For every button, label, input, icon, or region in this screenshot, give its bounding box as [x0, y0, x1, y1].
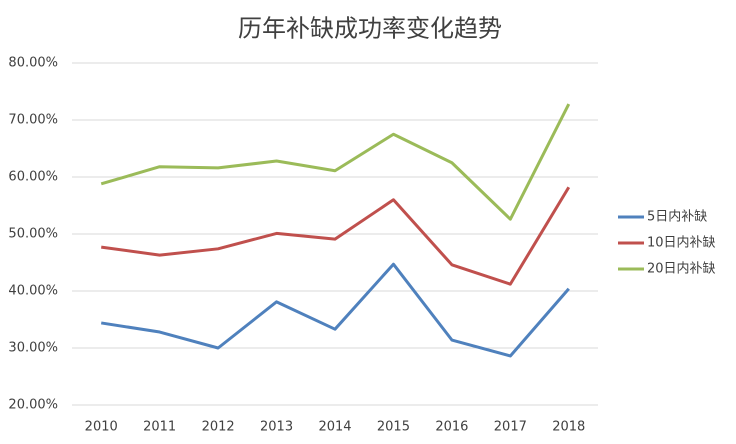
y-tick-label: 40.00% — [8, 284, 58, 299]
x-tick-label: 2013 — [260, 420, 293, 435]
x-tick-label: 2018 — [552, 420, 585, 435]
x-tick-label: 2010 — [85, 420, 118, 435]
y-tick-label: 20.00% — [8, 398, 58, 413]
x-tick-label: 2017 — [494, 420, 527, 435]
x-tick-label: 2011 — [143, 420, 176, 435]
x-tick-label: 2016 — [435, 420, 468, 435]
legend-label: 5日内补缺 — [647, 209, 707, 225]
y-tick-label: 30.00% — [8, 341, 58, 356]
y-tick-label: 70.00% — [8, 113, 58, 128]
line — [101, 186, 571, 286]
x-tick-label: 2015 — [377, 420, 410, 435]
y-tick-label: 80.00% — [8, 56, 58, 71]
legend-label: 20日内补缺 — [647, 261, 716, 277]
x-tick-label: 2012 — [202, 420, 235, 435]
x-tick-label: 2014 — [318, 420, 351, 435]
chart-title: 历年补缺成功率变化趋势 — [238, 15, 502, 43]
line — [100, 262, 570, 358]
y-tick-label: 60.00% — [8, 170, 58, 185]
line — [100, 103, 571, 221]
y-tick-label: 50.00% — [8, 227, 58, 242]
legend-label: 10日内补缺 — [647, 235, 716, 251]
